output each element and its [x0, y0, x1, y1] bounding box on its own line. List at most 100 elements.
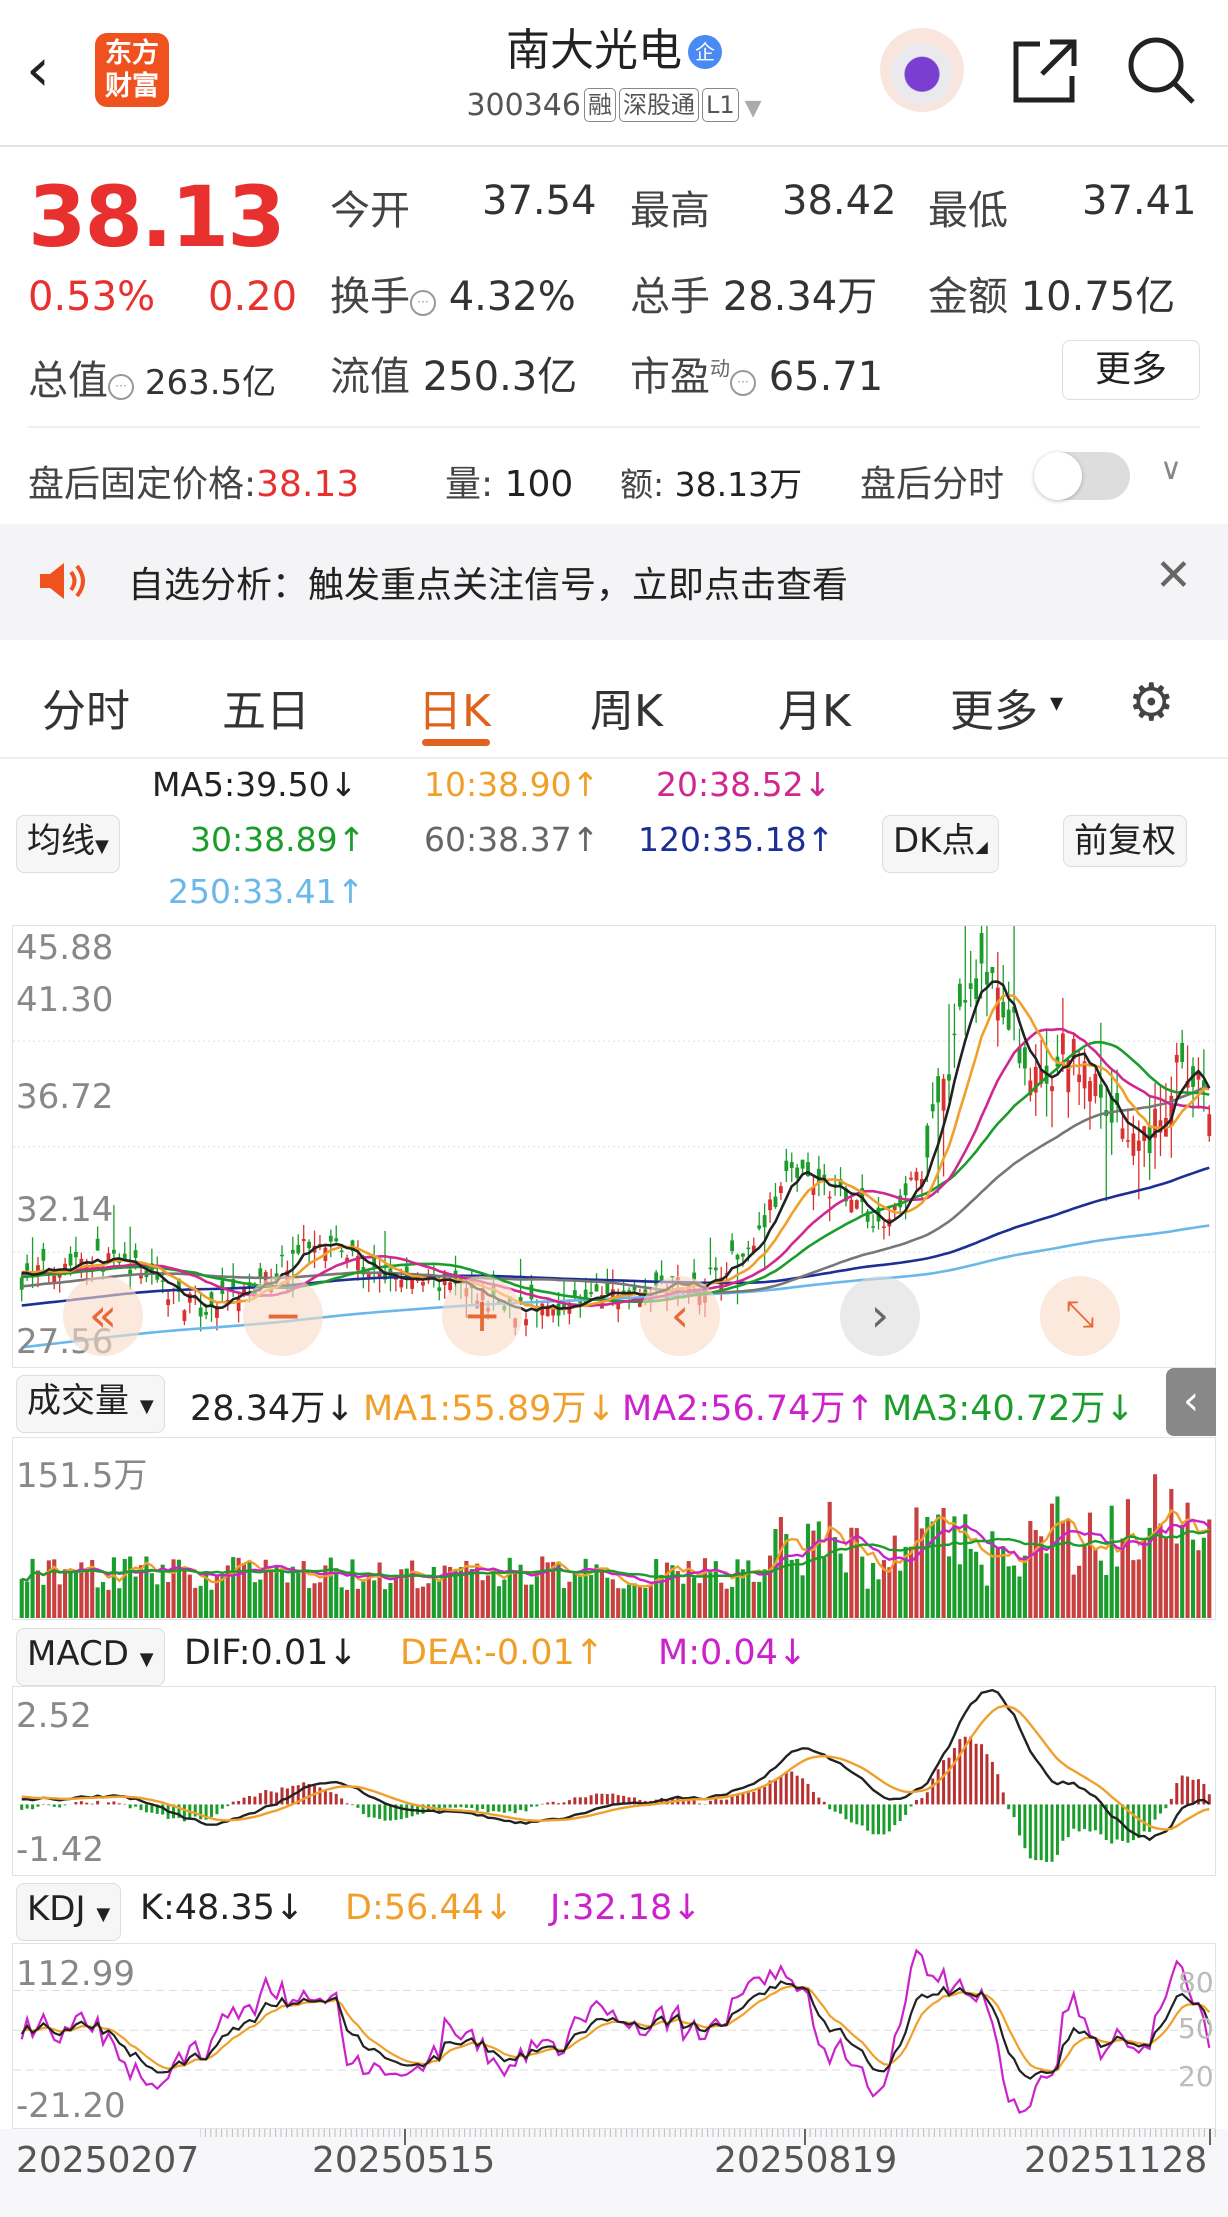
candle-body: [589, 1292, 593, 1295]
info-icon[interactable]: ···: [410, 290, 436, 316]
volume-bar: [166, 1582, 171, 1618]
stat-market-cap[interactable]: 总值 ··· 263.5亿: [28, 348, 276, 406]
low-label: 最低: [928, 188, 1008, 234]
volume-bar: [952, 1516, 957, 1618]
volume-bar: [898, 1570, 903, 1618]
volume-bar: [90, 1559, 95, 1618]
volume-bar: [458, 1567, 464, 1618]
volume-bar: [545, 1562, 550, 1618]
volume-bar: [236, 1557, 241, 1618]
info-icon[interactable]: ···: [108, 374, 134, 400]
date-axis[interactable]: [0, 2129, 1228, 2217]
tab-4[interactable]: 月K: [778, 686, 851, 737]
candle-body: [968, 983, 973, 989]
stat-turnover[interactable]: 换手 ··· 4.32%: [330, 264, 576, 322]
assistant-avatar[interactable]: [880, 28, 964, 112]
candle-body: [974, 978, 979, 999]
back-button[interactable]: ‹: [26, 35, 50, 105]
next-button[interactable]: ›: [840, 1276, 920, 1356]
candle-body: [290, 1249, 295, 1254]
candle-body: [1012, 1006, 1016, 1013]
volume-bar: [1017, 1576, 1022, 1618]
zoom-out-button[interactable]: −: [243, 1276, 323, 1356]
kdj-level-label: 50: [1178, 2012, 1214, 2045]
volume-bar: [502, 1579, 507, 1618]
candle-body: [377, 1273, 382, 1279]
volume-bar: [561, 1587, 567, 1618]
more-button[interactable]: 更多: [1062, 340, 1200, 400]
volume-plot: [19, 1474, 1212, 1618]
tab-0[interactable]: 分时: [42, 686, 130, 737]
volume-bar: [171, 1559, 176, 1618]
zoom-in-button[interactable]: +: [442, 1276, 522, 1356]
volume-bar: [692, 1577, 697, 1618]
volume-bar: [518, 1564, 523, 1618]
after-hours-toggle[interactable]: [1034, 452, 1130, 500]
share-icon[interactable]: [1010, 36, 1080, 106]
candle-body: [1126, 1140, 1130, 1142]
indicator-select-kdj[interactable]: KDJ ▼: [16, 1883, 122, 1941]
search-icon[interactable]: [1125, 34, 1197, 106]
volume-bar: [984, 1585, 990, 1618]
volume-bar: [448, 1566, 453, 1618]
adjust-button[interactable]: 前复权: [1063, 815, 1187, 867]
notice-text[interactable]: 自选分析：触发重点关注信号，立即点击查看: [128, 565, 849, 606]
indicator-select-ma[interactable]: 均线▼: [16, 815, 120, 873]
expand-chevron-icon[interactable]: ∨: [1160, 452, 1182, 487]
active-tab-indicator: [422, 739, 490, 746]
kdj-select-label: KDJ: [27, 1889, 86, 1929]
volume-bar: [1087, 1512, 1093, 1618]
kline-plot[interactable]: [13, 926, 1214, 1366]
macd-plot: [20, 1688, 1211, 1862]
volume-bar: [551, 1561, 556, 1618]
volume-bar: [355, 1588, 360, 1618]
dk-button[interactable]: DK点◢: [882, 815, 999, 873]
volume-bar: [231, 1557, 236, 1618]
notice-bar[interactable]: [0, 524, 1228, 640]
volume-bar: [529, 1584, 534, 1618]
tab-3[interactable]: 周K: [590, 686, 663, 737]
volume-bar: [762, 1569, 767, 1618]
volume-bar: [1169, 1488, 1174, 1618]
app-logo[interactable]: 东方 财富: [95, 33, 169, 107]
close-icon[interactable]: ✕: [1155, 550, 1192, 601]
collapse-panel-button[interactable]: ‹: [1166, 1368, 1216, 1436]
candle-body: [74, 1251, 78, 1258]
volume-bar: [209, 1589, 214, 1618]
fullscreen-button[interactable]: ⤡: [1040, 1276, 1120, 1356]
stat-pe[interactable]: 市盈动··· 65.71: [630, 344, 883, 402]
volume-bar: [328, 1557, 333, 1618]
settings-gear-icon[interactable]: ⚙: [1128, 673, 1175, 733]
volume-bar: [388, 1582, 393, 1618]
rewind-button[interactable]: «: [63, 1276, 143, 1356]
candle-body: [258, 1268, 263, 1278]
tab-5[interactable]: 更多: [950, 686, 1038, 737]
indicator-select-macd[interactable]: MACD ▼: [16, 1628, 165, 1686]
indicator-select-volume[interactable]: 成交量 ▼: [16, 1375, 165, 1433]
volume-chart[interactable]: [12, 1437, 1216, 1620]
volume-bar: [513, 1572, 518, 1618]
tab-2[interactable]: 日K: [418, 686, 491, 737]
kdj-axis-label: 112.99: [16, 1954, 135, 1994]
prev-button[interactable]: ‹: [640, 1276, 720, 1356]
tab-1[interactable]: 五日: [222, 686, 310, 737]
stock-subtitle[interactable]: 300346 融深股通 L1 ▼: [0, 88, 1228, 123]
info-icon[interactable]: ···: [730, 370, 756, 396]
candle-body: [735, 1254, 740, 1260]
candle-body: [605, 1283, 610, 1295]
volume-bar: [475, 1563, 480, 1618]
candle-body: [773, 1196, 778, 1207]
volume-bar: [1060, 1520, 1065, 1618]
volume-bar: [144, 1556, 149, 1618]
candle-body: [822, 1174, 827, 1181]
kdj-chart[interactable]: [12, 1943, 1216, 2129]
volume-bar: [1153, 1474, 1158, 1618]
volume-bar: [100, 1581, 106, 1618]
volume-bar: [73, 1570, 78, 1618]
macd-chart[interactable]: [12, 1686, 1216, 1876]
turnover-label: 换手: [330, 274, 410, 320]
volume-bar: [84, 1568, 89, 1618]
candle-body: [1082, 1061, 1087, 1089]
kline-chart[interactable]: [12, 925, 1216, 1368]
ma20-line: [21, 1027, 1210, 1308]
